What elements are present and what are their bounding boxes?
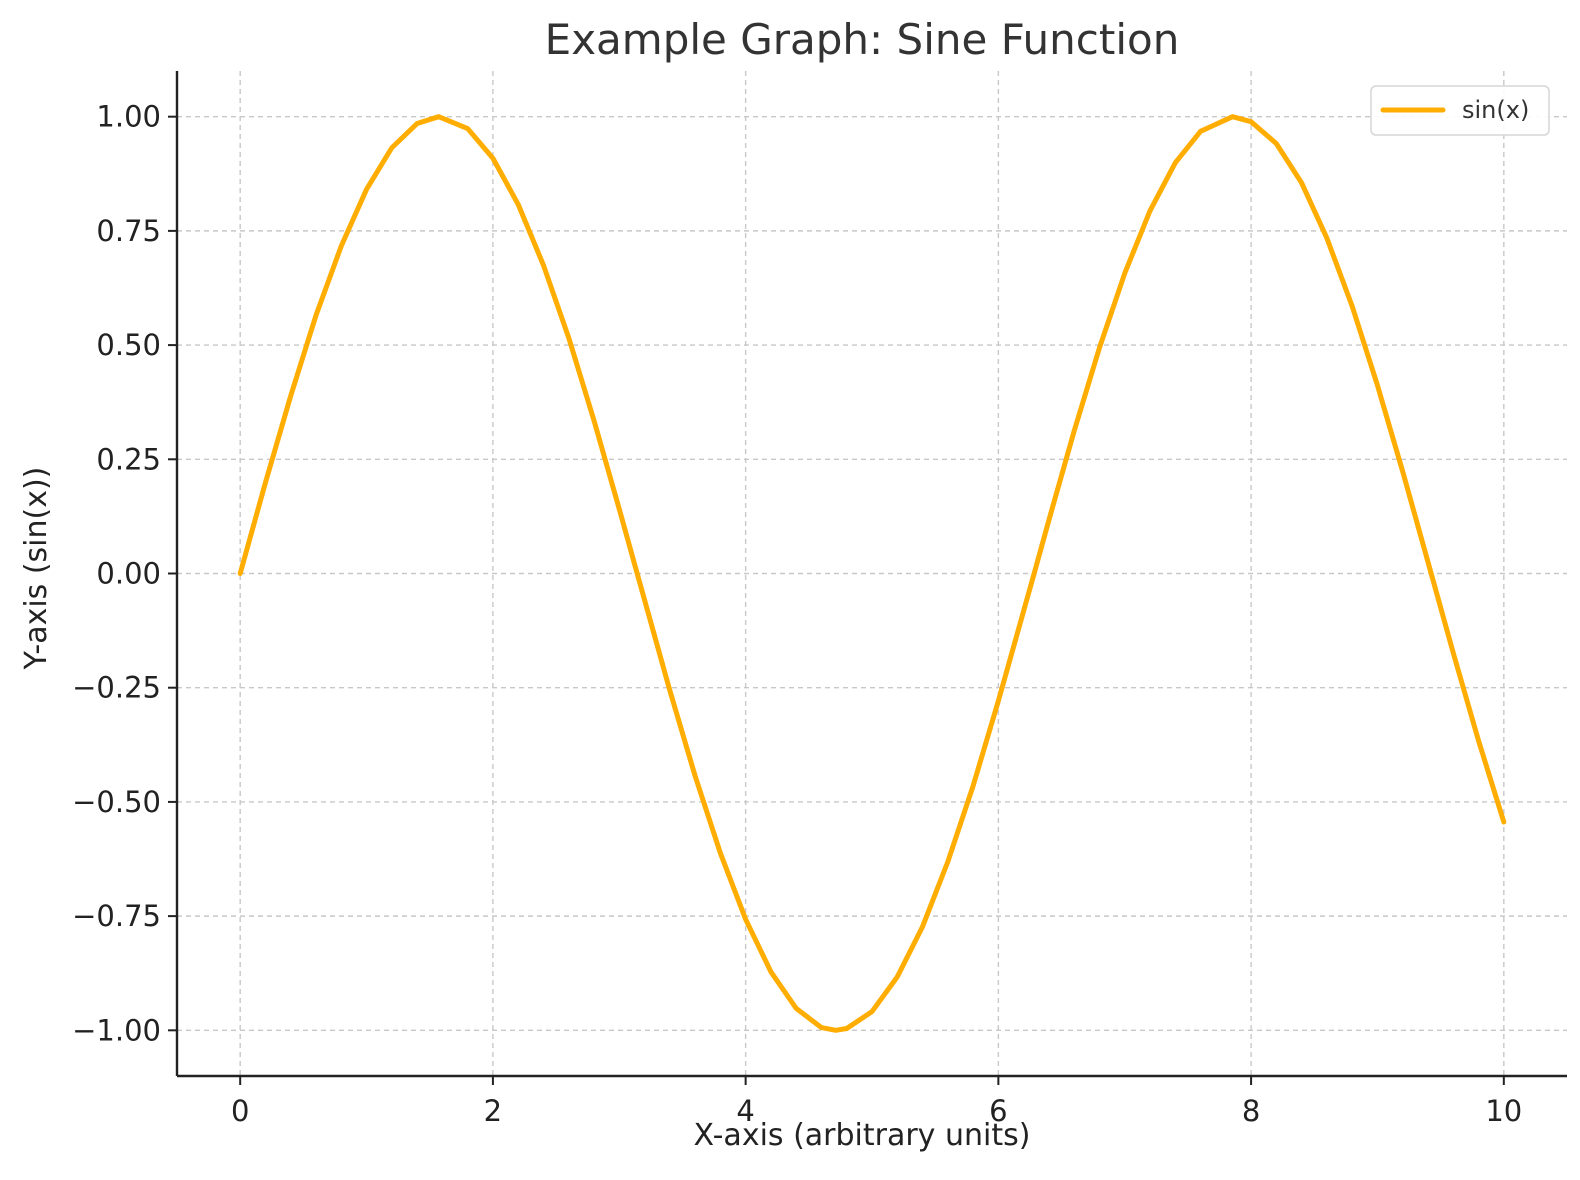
x-ticks: 0 2 4 6 8 10 [231, 1076, 1522, 1128]
y-tick-label: 0.00 [96, 557, 161, 591]
x-tick-label: 10 [1485, 1094, 1522, 1128]
series-layer [237, 114, 1507, 1033]
x-tick-label: 2 [484, 1094, 502, 1128]
y-tick-label: −0.50 [72, 785, 161, 819]
x-tick-label: 0 [231, 1094, 249, 1128]
y-tick-label: −1.00 [72, 1013, 161, 1047]
y-tick-label: 1.00 [96, 100, 161, 134]
legend: sin(x) [1370, 85, 1550, 136]
x-axis-label: X-axis (arbitrary units) [694, 1118, 1031, 1153]
y-tick-label: −0.75 [72, 899, 161, 933]
x-tick-label: 4 [736, 1094, 754, 1128]
grid [177, 71, 1567, 1076]
x-tick-label: 6 [989, 1094, 1007, 1128]
y-tick-label: −0.25 [72, 671, 161, 705]
chart-title: Example Graph: Sine Function [545, 15, 1180, 64]
x-tick-label: 8 [1242, 1094, 1260, 1128]
y-tick-label: 0.25 [96, 442, 161, 476]
y-tick-label: 0.50 [96, 328, 161, 362]
y-tick-label: 0.75 [96, 214, 161, 248]
legend-box [1370, 85, 1550, 136]
legend-entry-label: sin(x) [1462, 96, 1529, 124]
series-line-0 [237, 114, 1507, 1033]
y-axis-label: Y-axis (sin(x)) [19, 467, 54, 671]
y-ticks: 1.00 0.75 0.50 0.25 0.00 −0.25 −0.50 −0.75 −1.00 [72, 100, 177, 1047]
